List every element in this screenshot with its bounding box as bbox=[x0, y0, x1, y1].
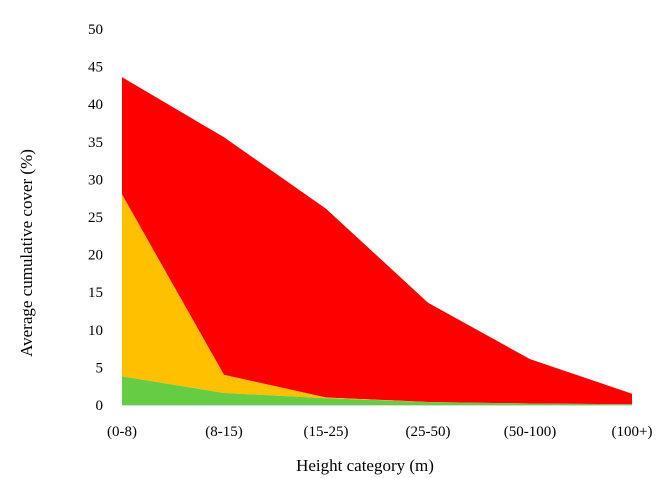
x-tick-label: (15-25) bbox=[304, 424, 349, 440]
y-tick-label: 30 bbox=[88, 172, 103, 188]
area-series-3 bbox=[122, 77, 632, 405]
y-tick-label: 25 bbox=[88, 210, 103, 226]
y-tick-label: 40 bbox=[88, 97, 103, 113]
area-series-1 bbox=[122, 376, 632, 405]
x-tick-label: (100+) bbox=[612, 424, 653, 440]
x-tick-label: (8-15) bbox=[205, 424, 243, 440]
y-tick-label: 0 bbox=[96, 398, 104, 414]
y-tick-label: 35 bbox=[88, 135, 103, 151]
tick-labels-group: 0 5 10 15 20 25 30 35 40 45 50 (0-8) (8-15) (15-25) (2… bbox=[88, 22, 652, 440]
y-axis-title: Average cumulative cover (%) bbox=[17, 149, 36, 357]
x-tick-label: (0-8) bbox=[107, 424, 137, 440]
y-tick-label: 20 bbox=[88, 248, 103, 264]
x-tick-label: (50-100) bbox=[504, 424, 557, 440]
x-axis-title: Height category (m) bbox=[296, 456, 434, 475]
area-series-group bbox=[122, 77, 632, 405]
y-tick-label: 45 bbox=[88, 60, 103, 76]
y-tick-label: 50 bbox=[88, 22, 103, 38]
y-tick-label: 10 bbox=[88, 323, 103, 339]
x-tick-label: (25-50) bbox=[406, 424, 451, 440]
area-series-2 bbox=[122, 194, 632, 405]
y-tick-label: 5 bbox=[96, 360, 104, 376]
y-tick-label: 15 bbox=[88, 285, 103, 301]
